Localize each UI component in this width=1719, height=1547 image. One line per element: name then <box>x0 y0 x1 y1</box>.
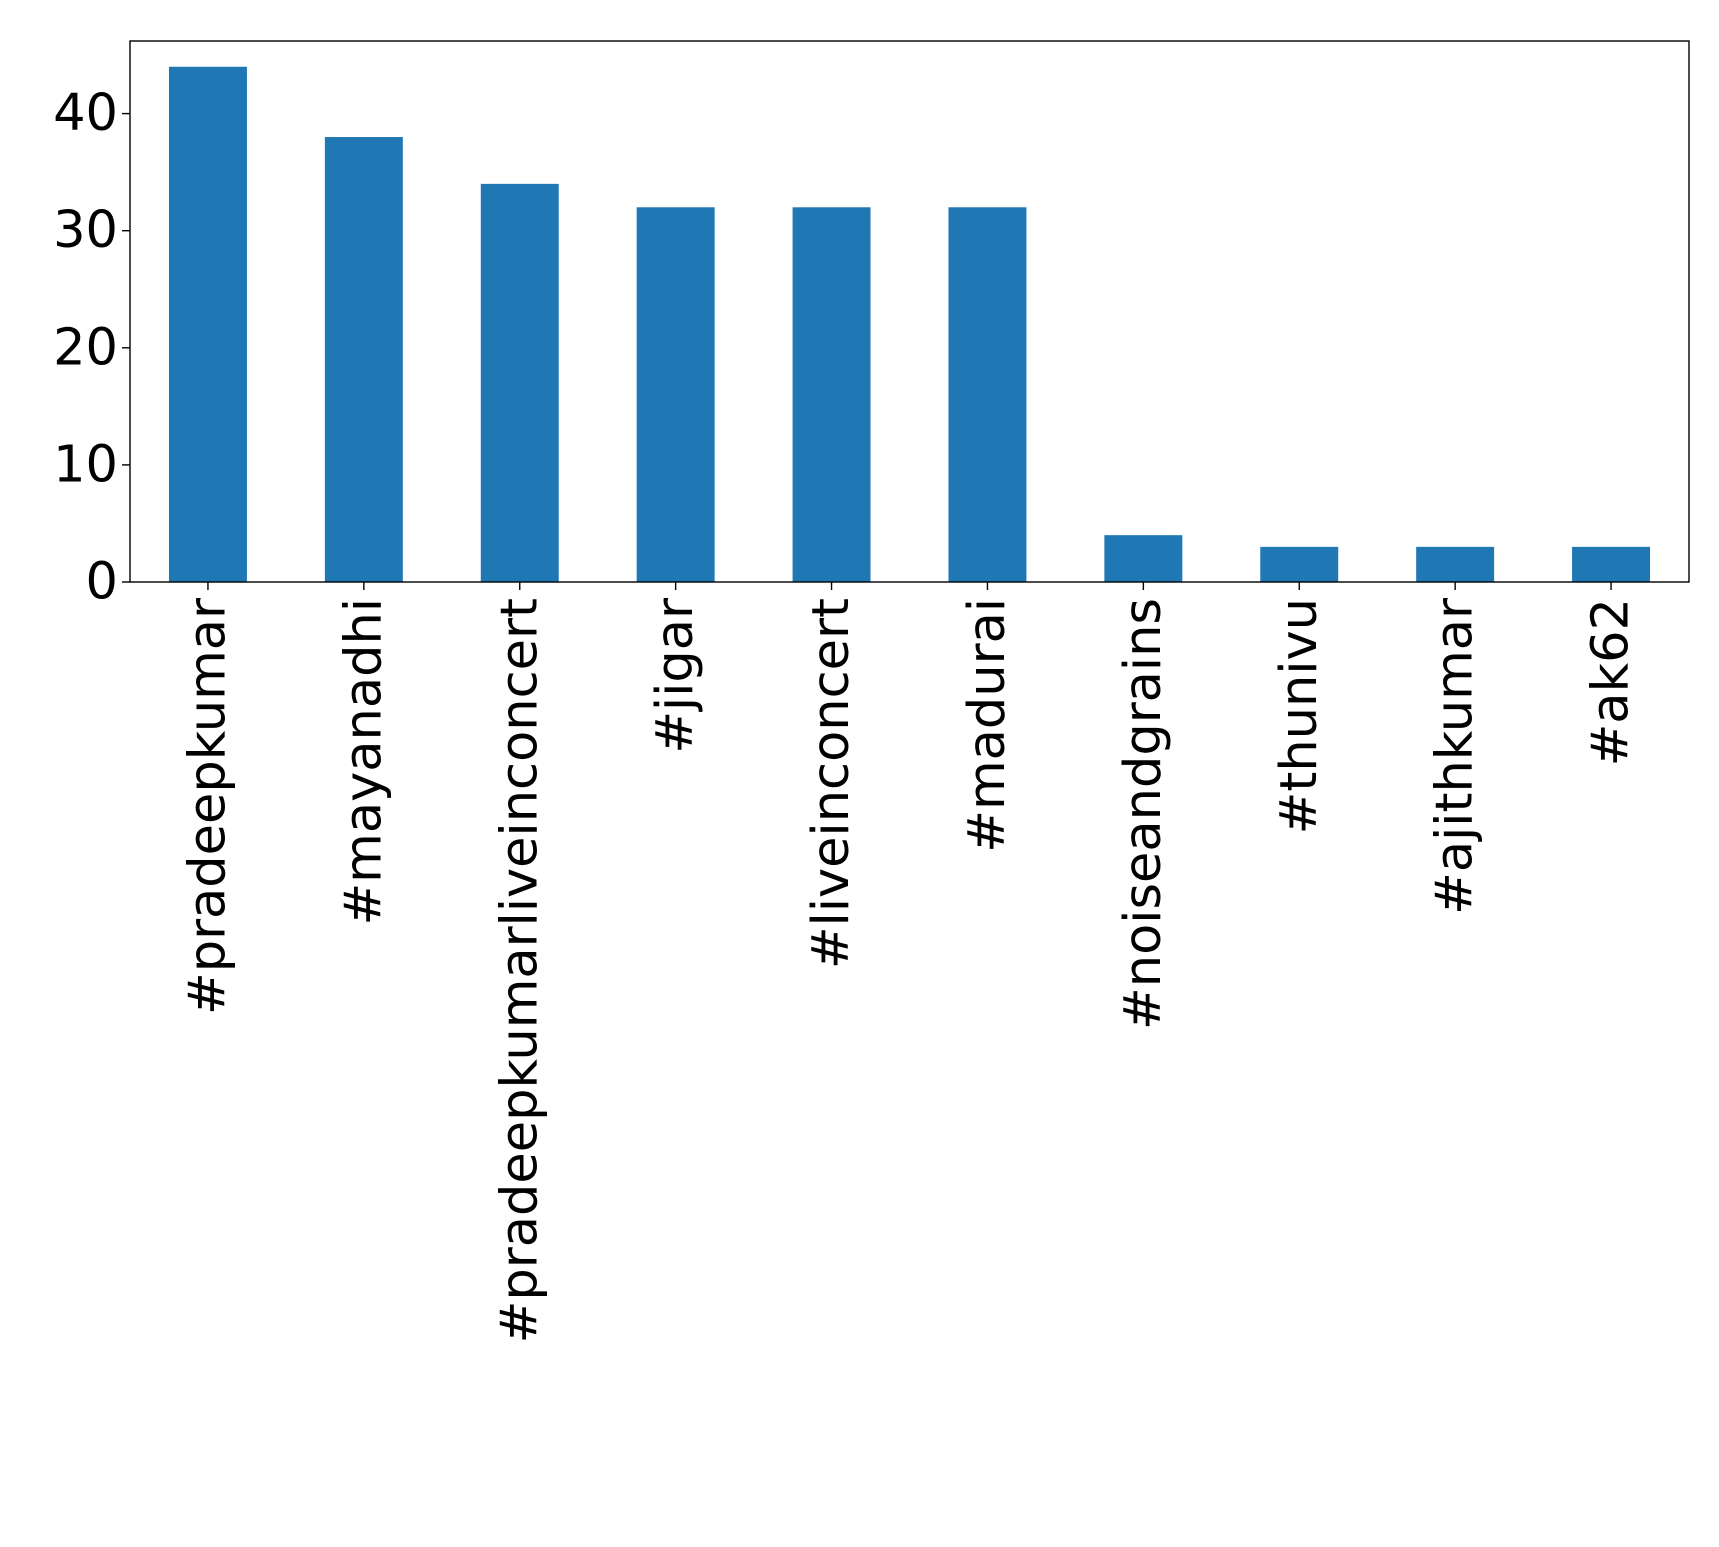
plot-frame <box>129 40 1690 583</box>
bar <box>480 183 559 583</box>
x-tick-label: #ajithkumar <box>1426 598 1485 915</box>
x-tick-label: #madurai <box>958 598 1017 853</box>
bar <box>1260 546 1339 582</box>
x-tick-label: #jigar <box>646 598 705 754</box>
bar <box>324 137 403 582</box>
x-tick-label: #liveinconcert <box>802 598 861 969</box>
x-tick-label: #mayanadhi <box>334 598 393 926</box>
bar <box>168 66 247 582</box>
bar <box>792 207 871 583</box>
y-tick-label: 0 <box>86 553 118 612</box>
bar <box>948 207 1027 583</box>
x-axis: #pradeepkumar #mayanadhi #pradeepkumarlive… <box>178 582 1641 1343</box>
y-tick-label: 10 <box>53 435 118 494</box>
x-tick-label: #thunivu <box>1270 598 1329 834</box>
y-tick-label: 30 <box>53 201 118 260</box>
bar <box>636 207 715 583</box>
y-tick-label: 40 <box>53 84 118 143</box>
x-tick-label: #pradeepkumarliveinconcert <box>490 598 549 1343</box>
x-tick-label: #pradeepkumar <box>178 598 237 1015</box>
bar <box>1416 546 1495 582</box>
x-tick-label: #noiseandgrains <box>1114 598 1173 1030</box>
bar <box>1572 546 1651 582</box>
x-tick-label: #ak62 <box>1582 598 1641 766</box>
y-tick-label: 20 <box>53 318 118 377</box>
y-axis: 0 10 20 30 40 <box>53 84 130 612</box>
bars-layer <box>168 66 1651 583</box>
bar <box>1104 535 1183 582</box>
